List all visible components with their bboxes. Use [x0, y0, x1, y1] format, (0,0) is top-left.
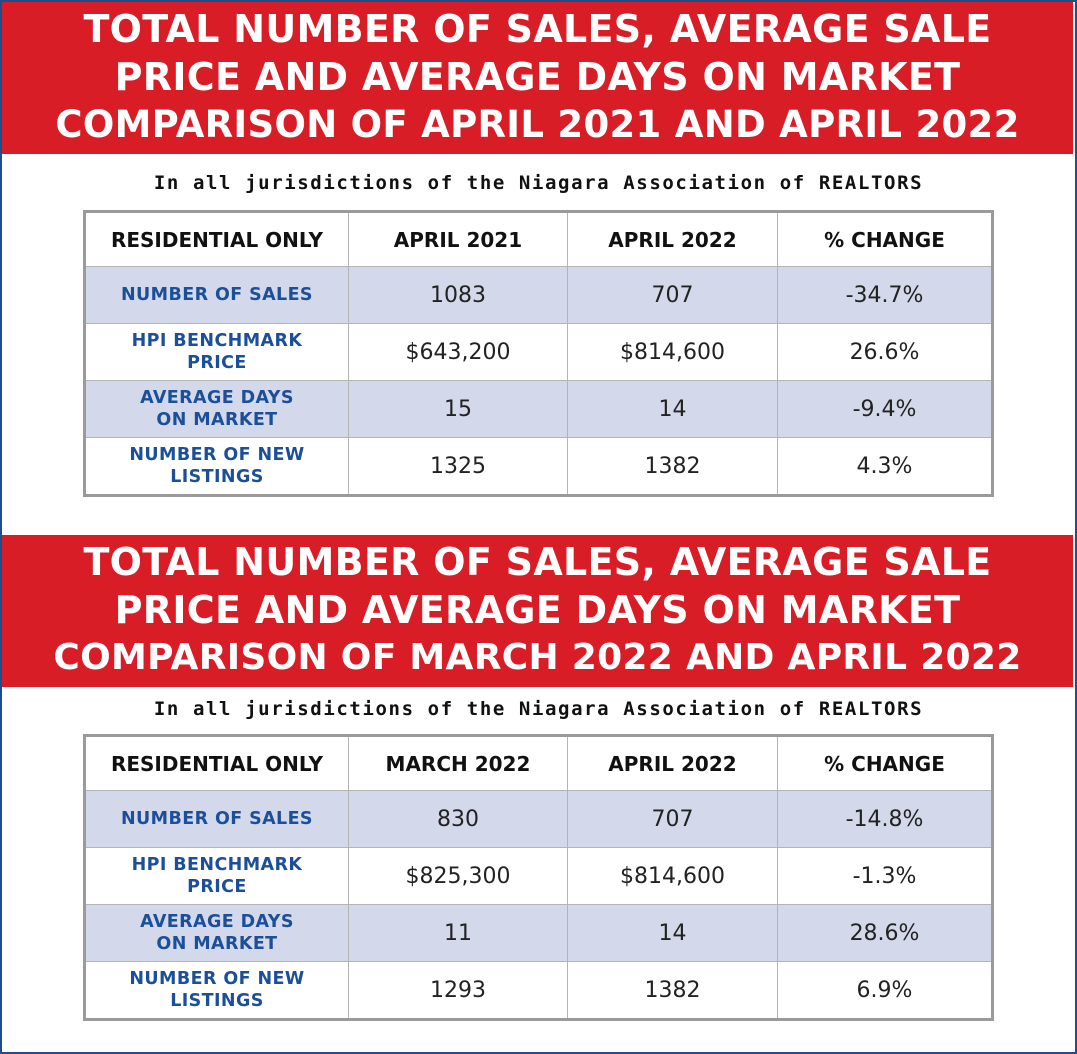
value-period-2: 14 — [566, 380, 779, 438]
header-category: RESIDENTIAL ONLY — [84, 735, 349, 791]
table-row: AVERAGE DAYS ON MARKET 11 14 28.6% — [84, 904, 993, 962]
value-change: -1.3% — [777, 847, 993, 905]
value-change: 28.6% — [777, 904, 993, 962]
value-period-1: 11 — [347, 904, 568, 962]
section-2-subtitle: In all jurisdictions of the Niagara Asso… — [153, 698, 924, 720]
value-change: 6.9% — [777, 961, 993, 1020]
table-header-row: RESIDENTIAL ONLY MARCH 2022 APRIL 2022 %… — [84, 735, 993, 791]
row-label: NUMBER OF SALES — [84, 790, 349, 848]
value-change: 4.3% — [777, 437, 993, 496]
table-row: NUMBER OF SALES 1083 707 -34.7% — [84, 266, 993, 324]
section-2-banner-line-3: COMPARISON OF MARCH 2022 AND APRIL 2022 — [53, 637, 1022, 678]
value-period-2: 1382 — [566, 437, 779, 496]
value-period-2: 707 — [566, 790, 779, 848]
section-2-table: RESIDENTIAL ONLY MARCH 2022 APRIL 2022 %… — [83, 734, 994, 1021]
value-period-1: 1293 — [347, 961, 568, 1020]
row-label: AVERAGE DAYS ON MARKET — [84, 904, 349, 962]
value-period-2: 1382 — [566, 961, 779, 1020]
section-2-banner-line-1: TOTAL NUMBER OF SALES, AVERAGE SALE — [83, 540, 992, 584]
value-period-2: $814,600 — [566, 323, 779, 381]
table-row: HPI BENCHMARK PRICE $825,300 $814,600 -1.… — [84, 847, 993, 905]
header-period-1: APRIL 2021 — [347, 211, 568, 267]
value-change: -9.4% — [777, 380, 993, 438]
section-2-banner-line-2: PRICE AND AVERAGE DAYS ON MARKET — [114, 588, 961, 632]
value-period-1: 1083 — [347, 266, 568, 324]
row-label: NUMBER OF NEW LISTINGS — [84, 961, 349, 1020]
section-1-banner: TOTAL NUMBER OF SALES, AVERAGE SALE PRIC… — [2, 2, 1073, 154]
section-2-banner: TOTAL NUMBER OF SALES, AVERAGE SALE PRIC… — [2, 535, 1073, 687]
row-label: AVERAGE DAYS ON MARKET — [84, 380, 349, 438]
table-row: AVERAGE DAYS ON MARKET 15 14 -9.4% — [84, 380, 993, 438]
header-period-1: MARCH 2022 — [347, 735, 568, 791]
header-category: RESIDENTIAL ONLY — [84, 211, 349, 267]
row-label: HPI BENCHMARK PRICE — [84, 847, 349, 905]
section-1-banner-line-3: COMPARISON OF APRIL 2021 AND APRIL 2022 — [55, 103, 1020, 146]
value-period-1: $643,200 — [347, 323, 568, 381]
value-period-1: 15 — [347, 380, 568, 438]
value-period-1: 830 — [347, 790, 568, 848]
section-1-subtitle: In all jurisdictions of the Niagara Asso… — [153, 172, 924, 194]
header-period-2: APRIL 2022 — [566, 211, 779, 267]
value-period-1: $825,300 — [347, 847, 568, 905]
value-period-2: 707 — [566, 266, 779, 324]
row-label: HPI BENCHMARK PRICE — [84, 323, 349, 381]
table-row: HPI BENCHMARK PRICE $643,200 $814,600 26.… — [84, 323, 993, 381]
value-change: -14.8% — [777, 790, 993, 848]
value-change: -34.7% — [777, 266, 993, 324]
section-1-banner-line-1: TOTAL NUMBER OF SALES, AVERAGE SALE — [83, 7, 992, 51]
table-row: NUMBER OF NEW LISTINGS 1325 1382 4.3% — [84, 437, 993, 496]
table-row: NUMBER OF SALES 830 707 -14.8% — [84, 790, 993, 848]
header-change: % CHANGE — [777, 735, 993, 791]
value-period-2: $814,600 — [566, 847, 779, 905]
value-period-2: 14 — [566, 904, 779, 962]
value-change: 26.6% — [777, 323, 993, 381]
value-period-1: 1325 — [347, 437, 568, 496]
header-change: % CHANGE — [777, 211, 993, 267]
table-row: NUMBER OF NEW LISTINGS 1293 1382 6.9% — [84, 961, 993, 1020]
header-period-2: APRIL 2022 — [566, 735, 779, 791]
section-1-table: RESIDENTIAL ONLY APRIL 2021 APRIL 2022 %… — [83, 210, 994, 497]
section-1-banner-line-2: PRICE AND AVERAGE DAYS ON MARKET — [114, 55, 961, 99]
table-header-row: RESIDENTIAL ONLY APRIL 2021 APRIL 2022 %… — [84, 211, 993, 267]
row-label: NUMBER OF NEW LISTINGS — [84, 437, 349, 496]
row-label: NUMBER OF SALES — [84, 266, 349, 324]
